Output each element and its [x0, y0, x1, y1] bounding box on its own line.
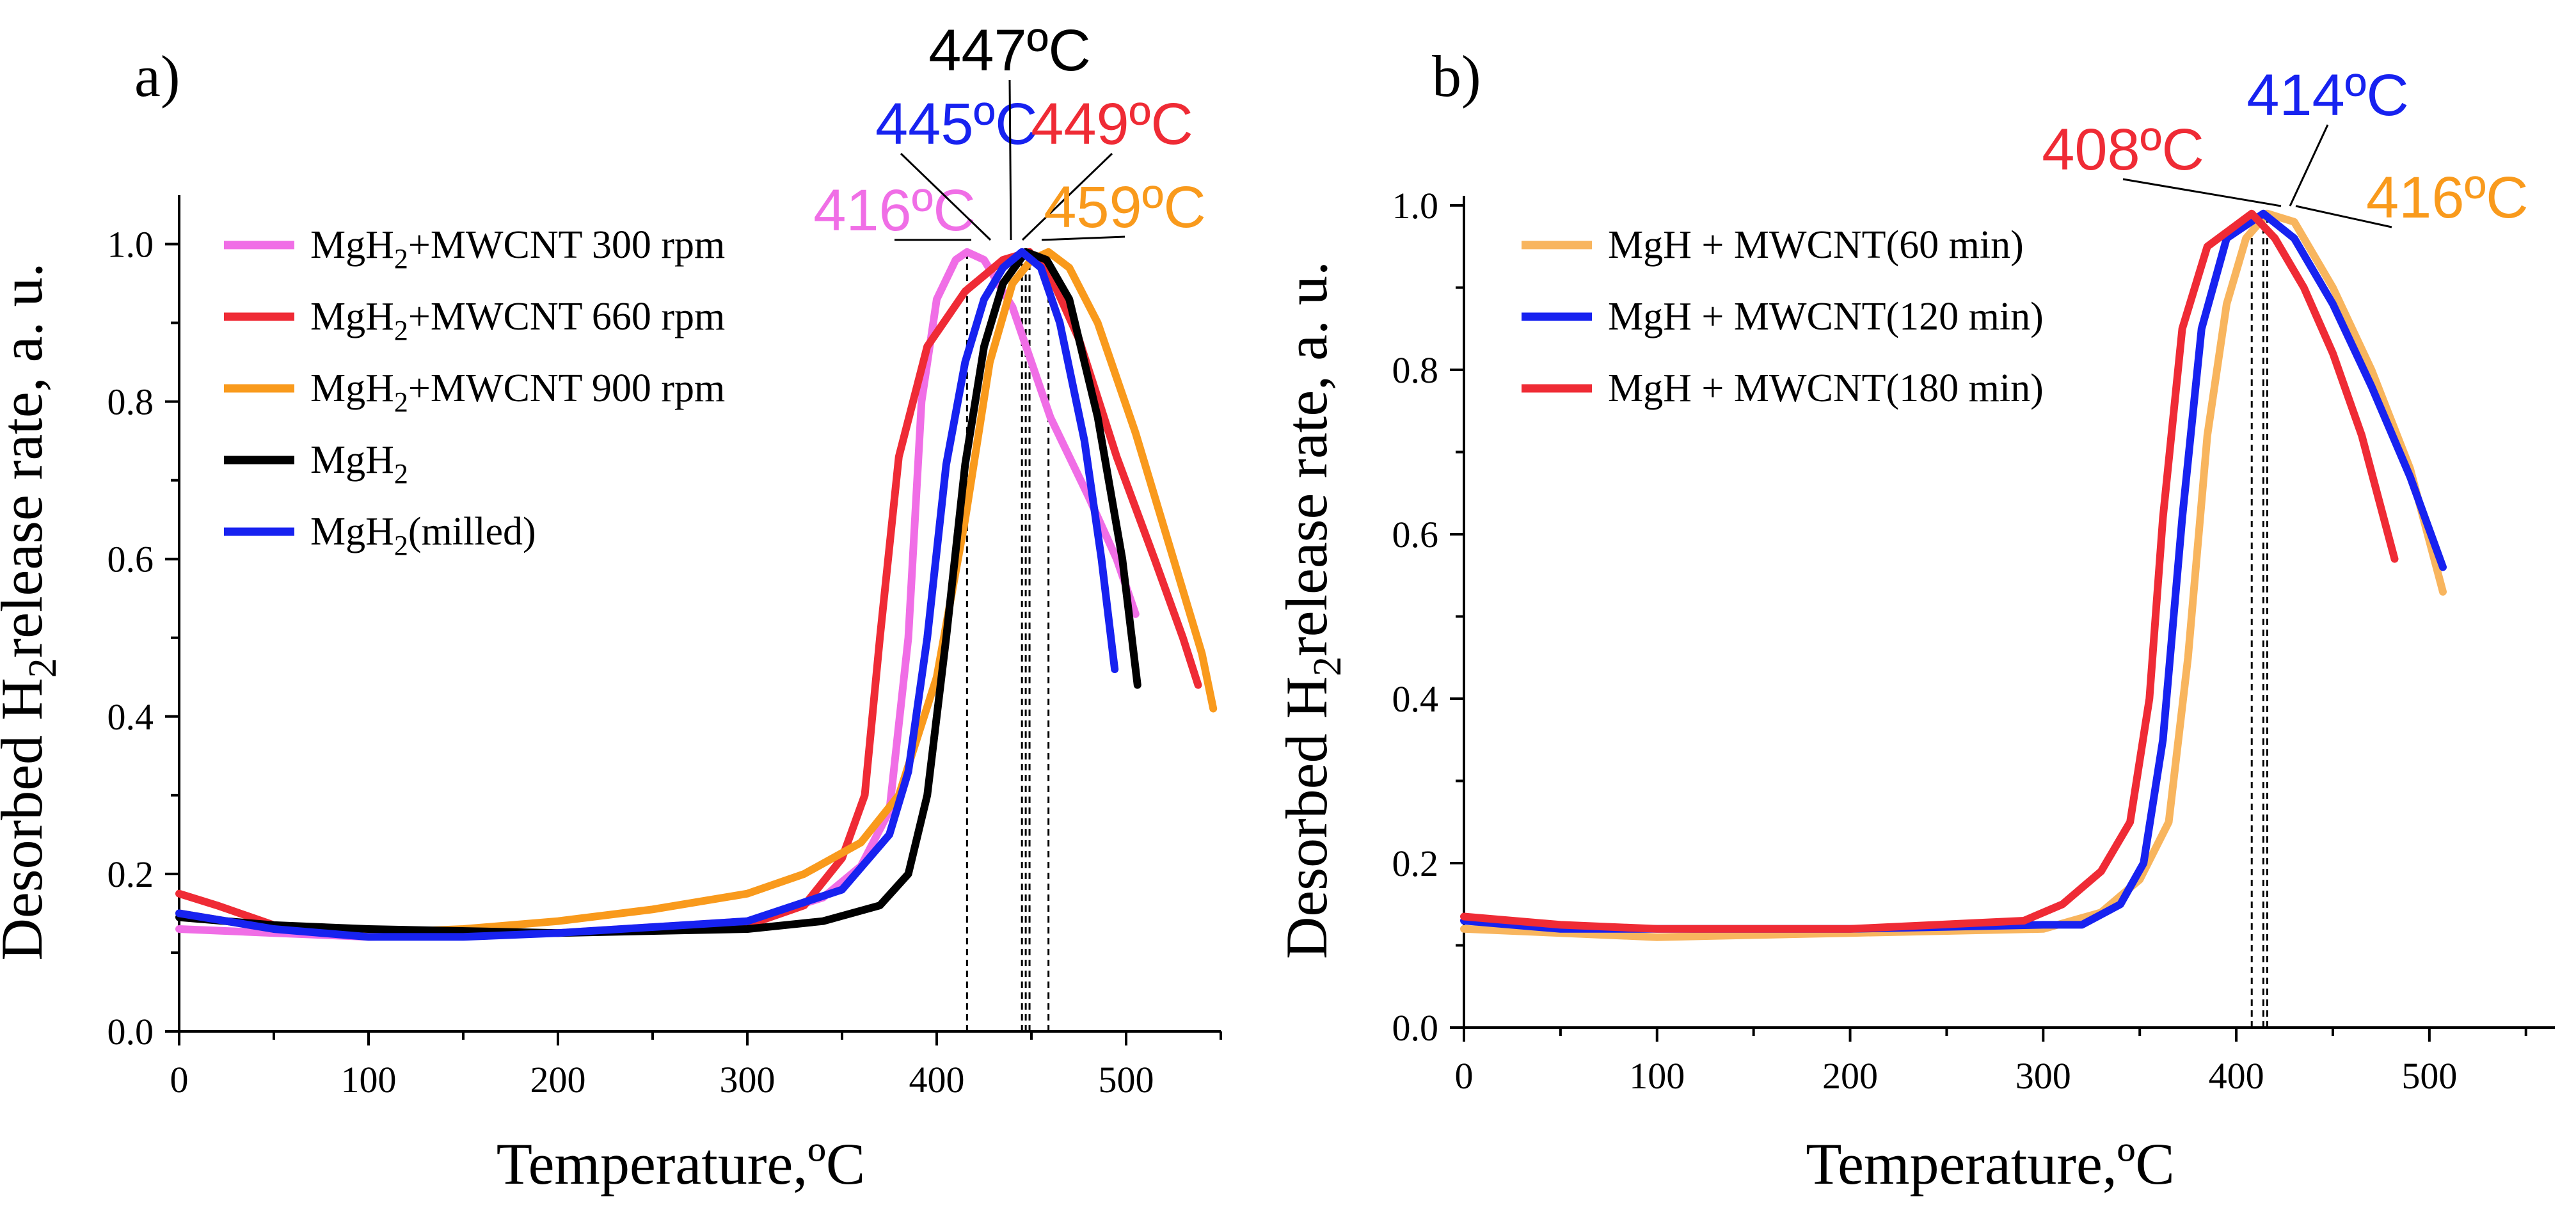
y-tick-label: 0.4: [107, 696, 154, 738]
y-tick-label: 1.0: [107, 224, 154, 266]
y-title-subscript: 2: [1306, 656, 1349, 676]
x-tick-label: 300: [720, 1059, 775, 1101]
peak-leader-line: [2289, 124, 2329, 207]
panel-a-chart: 0 100 200 300 400 500 0.0 0.2 0.4 0.6 0.8 1.0 Temper…: [0, 18, 1222, 1196]
legend-text-part: +MWCNT 300 rpm: [408, 223, 725, 267]
series-line: [175, 248, 1202, 937]
peak-temperature-label: 408ºC: [2042, 117, 2204, 182]
peak-leader-line: [1021, 152, 1113, 241]
x-tick-label: 400: [909, 1059, 965, 1101]
legend-text-part: MgH: [1608, 223, 1692, 267]
y-title-part: release rate, a. u.: [1274, 261, 1339, 656]
y-tick-label: 0.6: [107, 539, 154, 580]
x-tick-label: 400: [2209, 1055, 2264, 1097]
peak-temperature-label: 445ºC: [875, 91, 1038, 157]
y-tick-label: 1.0: [1392, 185, 1439, 226]
x-tick-label: 500: [2401, 1055, 2457, 1097]
legend-subscript: 2: [394, 530, 408, 561]
peak-temperature-label: 447ºC: [928, 18, 1091, 83]
x-tick-label: 200: [1822, 1055, 1878, 1097]
legend-text-part: (milled): [408, 510, 536, 553]
legend-text-part: MgH: [310, 510, 394, 553]
y-tick-label: 0.8: [107, 381, 154, 423]
y-title-part: release rate, a. u.: [0, 262, 54, 658]
legend-entry-label: MgH + MWCNT(60 min): [1608, 223, 2024, 267]
y-axis-title: Desorbed H2release rate, a. u.: [1274, 261, 1349, 959]
y-title-subscript: 2: [21, 658, 65, 678]
x-tick-label: 100: [341, 1059, 397, 1101]
series-line: [1460, 209, 2447, 941]
peak-leader-line: [1008, 79, 1012, 241]
x-tick-label: 0: [170, 1059, 189, 1101]
peak-temperature-label: 449ºC: [1031, 91, 1193, 157]
legend-text-part: + MWCNT(60 min): [1692, 223, 2024, 267]
legend-text-part: +MWCNT 900 rpm: [408, 367, 725, 410]
y-axis-title: Desorbed H2release rate, a. u.: [0, 262, 65, 960]
x-tick-label: 500: [1099, 1059, 1154, 1101]
legend-subscript: 2: [394, 243, 408, 274]
series-line: [175, 248, 1218, 937]
legend-entry-label: MgH2: [310, 438, 408, 489]
peak-leader-line: [2295, 205, 2392, 228]
y-tick-label: 0.2: [107, 854, 154, 895]
legend-subscript: 2: [394, 315, 408, 346]
y-tick-label: 0.0: [1392, 1007, 1439, 1049]
y-tick-label: 0.6: [1392, 514, 1439, 555]
panel-label: a): [134, 44, 180, 109]
y-tick-label: 0.0: [107, 1011, 154, 1053]
y-tick-label: 0.2: [1392, 843, 1439, 884]
legend-text-part: +MWCNT 660 rpm: [408, 295, 725, 338]
y-tick-label: 0.8: [1392, 349, 1439, 391]
y-title-part: Desorbed H: [1274, 676, 1339, 959]
legend-subscript: 2: [394, 386, 408, 418]
legend-entry-label: MgH + MWCNT(120 min): [1608, 295, 2044, 338]
peak-leader-line: [900, 152, 992, 241]
peak-temperature-label: 416ºC: [813, 178, 976, 243]
peak-leader-line: [2122, 178, 2282, 207]
legend-entry-label: MgH2+MWCNT 660 rpm: [310, 295, 725, 346]
peak-leader-line: [1041, 235, 1125, 241]
panel-label: b): [1432, 44, 1481, 109]
y-tick-label: 0.4: [1392, 678, 1439, 720]
series-line: [1460, 209, 2399, 933]
legend-text-part: MgH: [310, 438, 394, 482]
legend-entry-label: MgH2+MWCNT 900 rpm: [310, 367, 725, 418]
x-axis-title: Temperature,ºC: [1806, 1131, 2174, 1196]
series-line: [175, 248, 1119, 941]
peak-temperature-label: 414ºC: [2246, 63, 2409, 128]
legend-text-part: MgH: [310, 295, 394, 338]
y-title-part: Desorbed H: [0, 678, 54, 961]
legend-text-part: + MWCNT(120 min): [1692, 295, 2044, 338]
legend-entry-label: MgH2+MWCNT 300 rpm: [310, 223, 725, 274]
panel-b-chart: 0 100 200 300 400 500 0.0 0.2 0.4 0.6 0.8 1.0 Temper…: [1274, 44, 2555, 1196]
legend-text-part: MgH: [310, 367, 394, 410]
legend-text-part: MgH: [310, 223, 394, 267]
legend-subscript: 2: [394, 458, 408, 489]
x-tick-label: 200: [530, 1059, 586, 1101]
peak-temperature-label: 459ºC: [1044, 175, 1206, 240]
x-tick-label: 100: [1629, 1055, 1685, 1097]
legend-text-part: MgH: [1608, 367, 1692, 410]
legend-text-part: MgH: [1608, 295, 1692, 338]
legend-text-part: + MWCNT(180 min): [1692, 367, 2044, 410]
x-tick-label: 300: [2015, 1055, 2071, 1097]
x-tick-label: 0: [1455, 1055, 1474, 1097]
legend-entry-label: MgH2(milled): [310, 510, 536, 561]
legend-entry-label: MgH + MWCNT(180 min): [1608, 367, 2044, 410]
x-axis-title: Temperature,ºC: [497, 1131, 865, 1196]
peak-temperature-label: 416ºC: [2366, 165, 2529, 230]
